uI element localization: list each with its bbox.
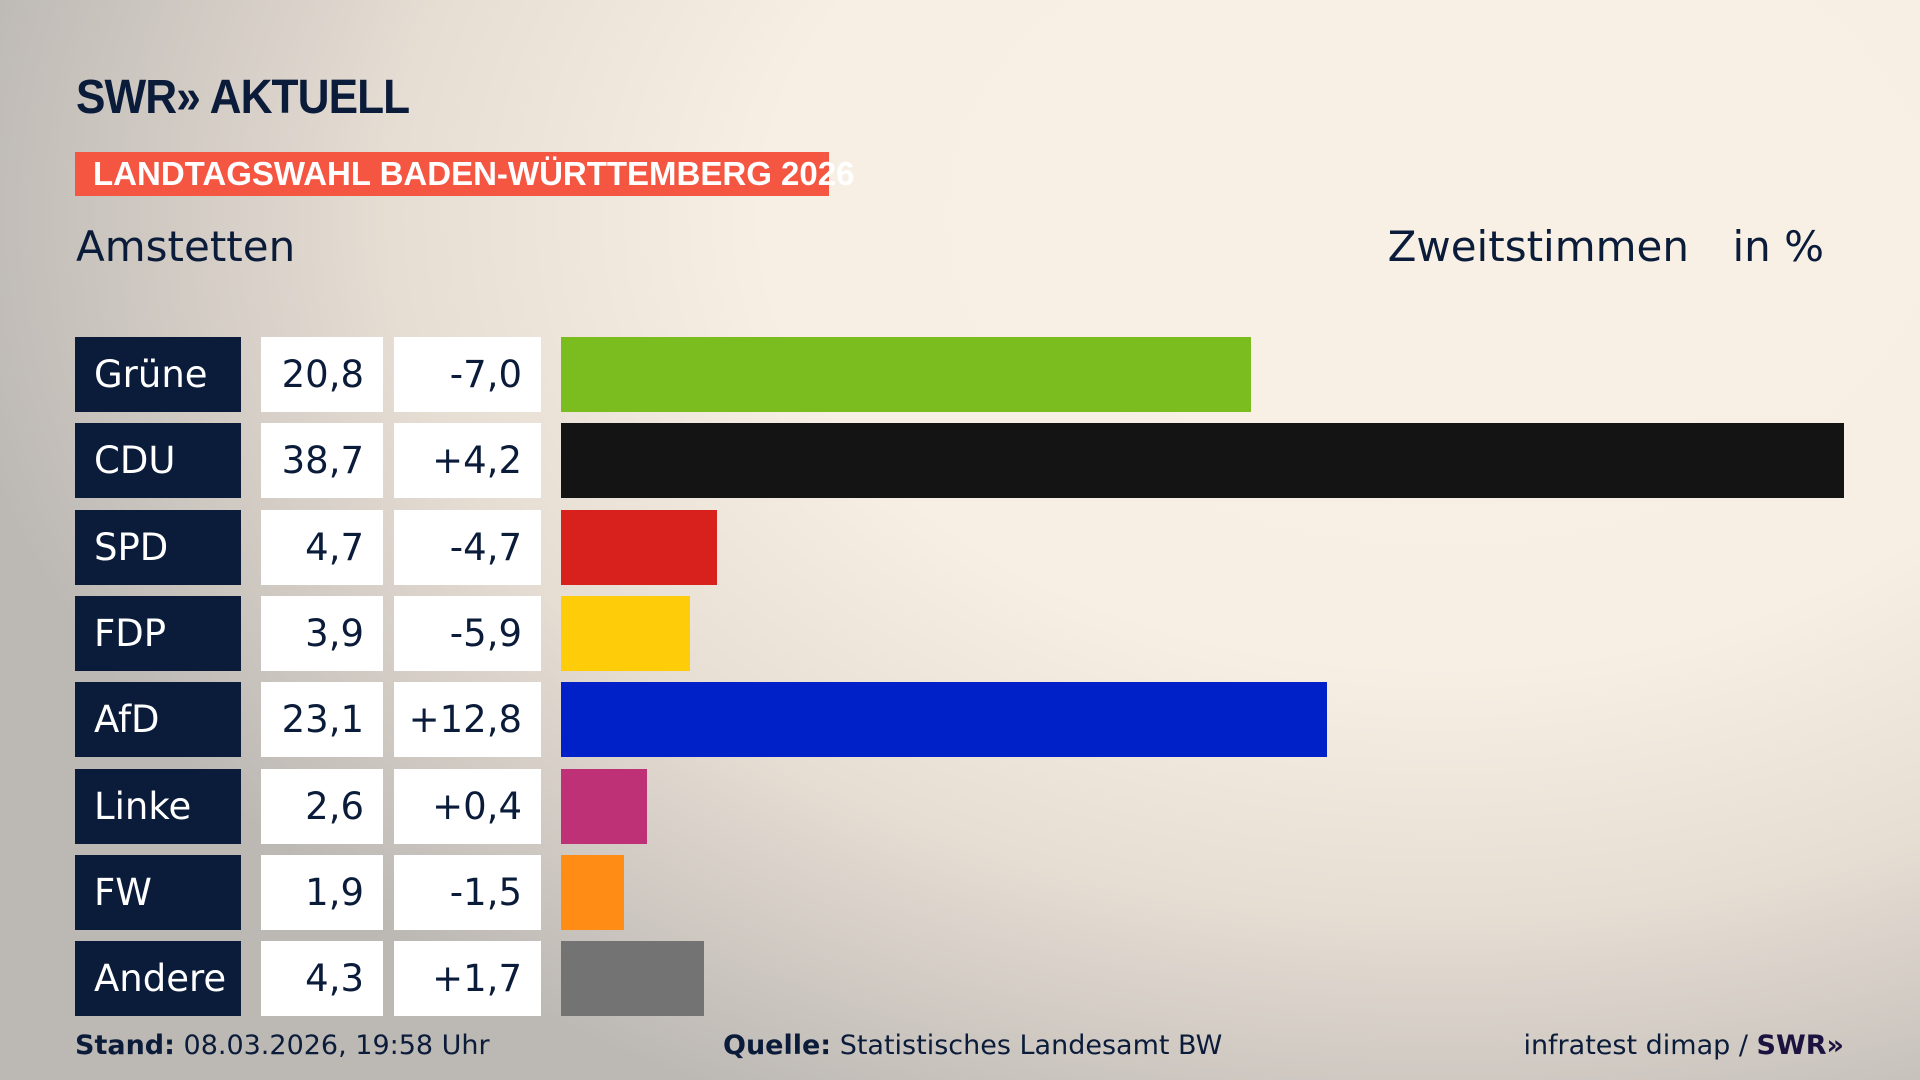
- party-label: FDP: [75, 595, 241, 671]
- value-label: 4,7: [261, 509, 383, 585]
- stand-value: 08.03.2026, 19:58 Uhr: [183, 1030, 490, 1061]
- source-label: Quelle:: [723, 1030, 832, 1061]
- bar: [561, 941, 704, 1017]
- party-label: FW: [75, 854, 241, 930]
- swr-aktuell-logo: SWR» AKTUELL: [76, 71, 410, 124]
- bar: [561, 768, 648, 844]
- credit-text: infratest dimap /: [1523, 1030, 1757, 1061]
- diff-label: +1,7: [394, 941, 541, 1017]
- metric-label: Zweitstimmen: [1387, 222, 1689, 271]
- value-label: 4,3: [261, 941, 383, 1017]
- bar: [561, 509, 717, 585]
- timestamp: Stand: 08.03.2026, 19:58 Uhr: [75, 1030, 490, 1061]
- party-label: Grüne: [75, 337, 241, 412]
- stand-label: Stand:: [75, 1030, 175, 1061]
- value-label: 20,8: [261, 337, 383, 412]
- source-value: Statistisches Landesamt BW: [839, 1030, 1223, 1061]
- election-banner: LANDTAGSWAHL BADEN-WÜRTTEMBERG 2026: [75, 152, 854, 196]
- party-label: SPD: [75, 509, 241, 585]
- value-label: 2,6: [261, 768, 383, 844]
- diff-label: -4,7: [394, 509, 541, 585]
- party-label: CDU: [75, 423, 241, 499]
- value-label: 38,7: [261, 423, 383, 499]
- bar: [561, 595, 691, 671]
- bar: [561, 337, 1251, 412]
- value-label: 1,9: [261, 854, 383, 930]
- party-label: Andere: [75, 941, 241, 1017]
- diff-label: +4,2: [394, 423, 541, 499]
- source: Quelle: Statistisches Landesamt BW: [723, 1030, 1222, 1061]
- bar: [561, 854, 624, 930]
- party-label: Linke: [75, 768, 241, 844]
- diff-label: -1,5: [394, 854, 541, 930]
- party-label: AfD: [75, 682, 241, 758]
- credit: infratest dimap / SWR»: [1523, 1030, 1844, 1061]
- bar: [561, 682, 1327, 758]
- bar: [561, 423, 1844, 499]
- diff-label: -5,9: [394, 595, 541, 671]
- unit-label: in %: [1732, 222, 1824, 271]
- region-title: Amstetten: [76, 222, 296, 271]
- diff-label: +0,4: [394, 768, 541, 844]
- swr-logo: SWR»: [1756, 1030, 1844, 1061]
- value-label: 3,9: [261, 595, 383, 671]
- value-label: 23,1: [261, 682, 383, 758]
- diff-label: -7,0: [394, 337, 541, 412]
- diff-label: +12,8: [394, 682, 541, 758]
